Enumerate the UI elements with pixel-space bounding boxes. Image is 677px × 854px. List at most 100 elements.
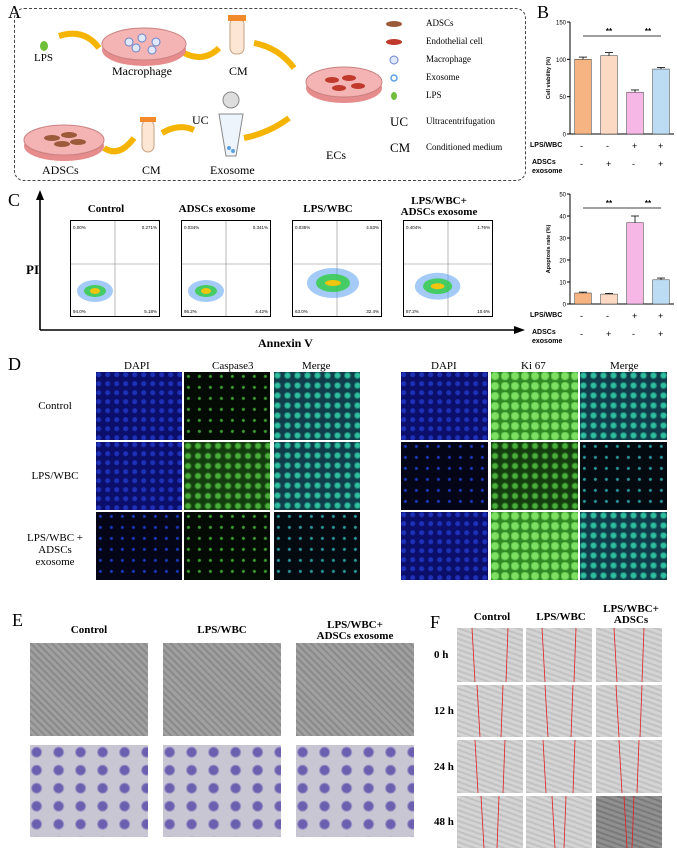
treatment-sign: +	[632, 141, 638, 151]
wound-edge-line	[631, 796, 635, 848]
micrograph	[96, 372, 182, 440]
ecs-dish-icon	[305, 66, 383, 103]
cell-population	[90, 288, 100, 294]
wound-edge-lines	[471, 628, 509, 682]
quadrant-value: 1.76%	[477, 225, 490, 230]
panel-d-letter: D	[8, 354, 21, 374]
column-header: DAPI	[431, 360, 457, 372]
treatment-sign: -	[632, 159, 635, 169]
micrograph	[401, 442, 488, 510]
column-header: DAPI	[124, 360, 150, 372]
migration-image	[163, 745, 281, 837]
wound-edge-lines	[544, 685, 574, 737]
quadrant-value: 0.271%	[142, 225, 157, 230]
treatment-sign: +	[658, 159, 664, 169]
adscs-dish-icon	[23, 124, 105, 161]
panel-a-frame	[14, 8, 526, 181]
uc-label: UC	[192, 113, 209, 127]
annexin-axis-label: Annexin V	[258, 336, 313, 350]
arrow-icon	[253, 40, 297, 70]
column-header: LPS/WBC+ ADSCs exosome	[316, 619, 394, 642]
wound-edge-line	[563, 796, 567, 848]
bar	[652, 279, 670, 305]
lps-label: LPS	[34, 52, 53, 64]
micrograph	[580, 512, 667, 580]
legend-item: LPS	[426, 90, 442, 100]
wound-edge-line	[471, 628, 476, 682]
flow-plot-title: ADSCs exosome	[178, 203, 256, 215]
exosome-label: Exosome	[210, 163, 255, 177]
arrow-icon	[182, 45, 222, 60]
column-header: LPS/WBC	[197, 624, 247, 636]
wound-edge-line	[641, 628, 645, 682]
flow-plot: 0.00% 0.271% 94.0% 5.18%	[70, 220, 160, 317]
quadrant-value: 87.2%	[406, 309, 419, 314]
micrograph	[491, 512, 578, 580]
wound-edge-lines	[623, 796, 635, 848]
adscs-exosome-row-label: ADSCs exosome	[532, 329, 563, 345]
adscs-exosome-row-label: ADSCs exosome	[532, 159, 563, 175]
wound-edge-line	[500, 685, 504, 737]
micrograph	[491, 442, 578, 510]
significance-label: **	[606, 199, 613, 208]
wound-edge-line	[541, 628, 546, 682]
wound-edge-line	[573, 628, 577, 682]
micrograph	[580, 372, 667, 440]
y-tick-label: 20	[559, 259, 566, 265]
micrograph	[184, 442, 270, 510]
cell-viability-chart: 0 50 100 150 Cell viability (%) ** **	[546, 21, 674, 139]
wound-edge-line	[570, 685, 574, 737]
micrograph	[491, 372, 578, 440]
y-tick-label: 10	[559, 281, 566, 287]
cell-population	[325, 280, 341, 286]
quadrant-value: 4.42%	[255, 309, 268, 314]
wound-edge-lines	[474, 740, 506, 793]
y-axis-label: Apoptosis rate (%)	[546, 225, 552, 274]
macrophage-label: Macrophage	[112, 64, 172, 78]
wound-edge-lines	[480, 796, 500, 848]
significance-label: **	[645, 199, 652, 208]
row-label: LPS/WBC	[31, 470, 79, 482]
micrograph	[274, 442, 360, 510]
macrophage-dish-icon	[101, 27, 187, 66]
quadrant-value: 94.0%	[73, 309, 86, 314]
row-label: 12 h	[434, 705, 454, 717]
wound-edge-line	[613, 628, 618, 682]
legend-item: Exosome	[426, 72, 460, 82]
column-header: Ki 67	[521, 360, 546, 372]
panel-c-axes	[36, 190, 525, 334]
macrophage-icon	[389, 55, 399, 65]
wound-edge-line	[615, 685, 620, 737]
wound-edge-lines	[542, 740, 576, 793]
tube-formation-image	[296, 643, 414, 736]
flow-plot: 0.034% 0.341% 95.2% 4.42%	[181, 220, 271, 317]
arrow-icon	[160, 124, 196, 136]
cm-label: CM	[229, 64, 248, 78]
exosome-icon	[390, 74, 398, 82]
cm-tube-icon	[140, 117, 156, 153]
row-label: Control	[38, 400, 72, 412]
treatment-sign: -	[580, 311, 583, 321]
treatment-sign: +	[658, 329, 664, 339]
micrograph	[401, 372, 488, 440]
wound-image	[596, 628, 662, 682]
treatment-sign: +	[606, 329, 612, 339]
wound-edge-lines	[615, 685, 643, 737]
wound-edge-line	[618, 740, 623, 793]
quadrant-value: 0.341%	[253, 225, 268, 230]
wound-edge-line	[480, 796, 485, 848]
y-axis-label: Cell viability (%)	[546, 57, 552, 99]
wound-edge-lines	[618, 740, 640, 793]
treatment-sign: +	[658, 311, 664, 321]
column-header: Caspase3	[212, 360, 254, 372]
cell-population	[430, 283, 445, 290]
quadrant-value: 95.2%	[184, 309, 197, 314]
wound-image	[526, 685, 592, 737]
legend-item: Endothelial cell	[426, 36, 483, 46]
bar	[600, 55, 618, 135]
quadrant-value: 63.0%	[295, 309, 308, 314]
legend-abbr: UC	[390, 114, 409, 129]
column-header: LPS/WBC	[536, 611, 586, 623]
treatment-sign: -	[580, 329, 583, 339]
treatment-sign: -	[580, 159, 583, 169]
